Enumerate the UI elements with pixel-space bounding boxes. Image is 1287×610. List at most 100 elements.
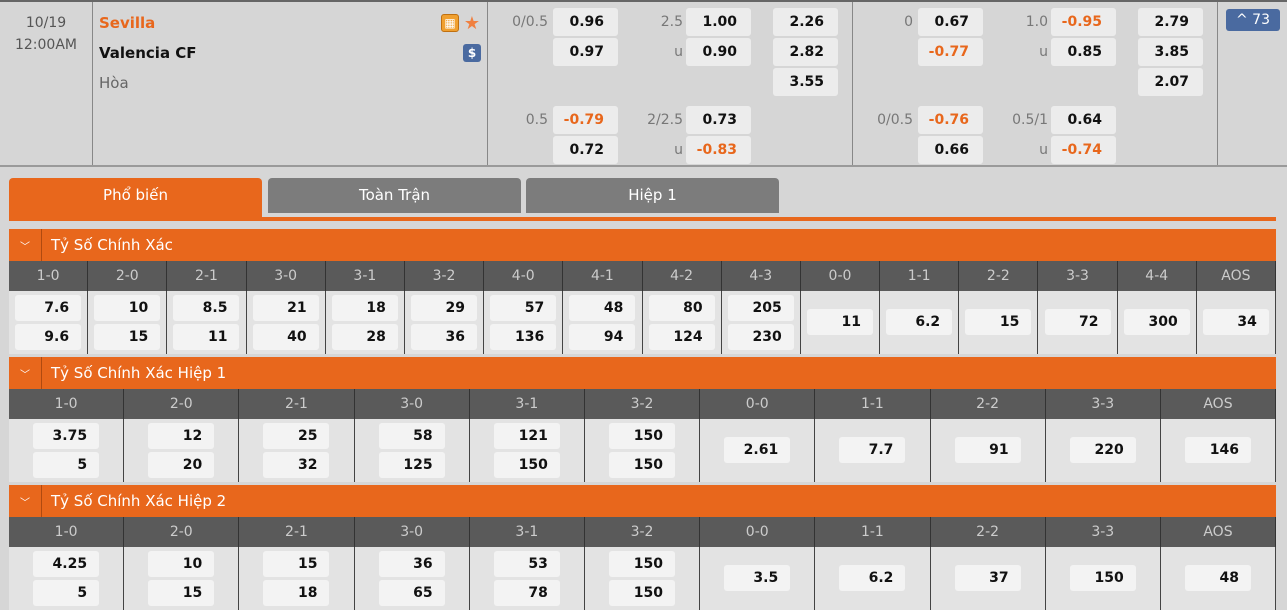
away-score-odds[interactable]: 40 — [252, 324, 319, 350]
away-score-odds[interactable]: 36 — [411, 324, 478, 350]
away-score-odds[interactable]: 124 — [648, 324, 715, 350]
handicap-away-odds[interactable]: 0.72 — [553, 136, 618, 164]
home-score-odds[interactable]: 150 — [609, 551, 676, 577]
home-score-odds[interactable]: 121 — [493, 423, 560, 449]
star-icon[interactable]: ★ — [463, 12, 481, 34]
1x2-odds[interactable]: 2.79 — [1138, 8, 1203, 36]
away-score-odds[interactable]: 15 — [94, 324, 161, 350]
away-score-odds[interactable]: 15 — [148, 580, 215, 606]
dollar-icon[interactable]: $ — [463, 44, 481, 62]
away-score-odds[interactable]: 136 — [490, 324, 557, 350]
home-score-odds[interactable]: 29 — [411, 295, 478, 321]
section-header[interactable]: ﹀ Tỷ Số Chính Xác Hiệp 1 — [9, 357, 1276, 389]
away-score-odds[interactable]: 65 — [378, 580, 445, 606]
1x2-odds[interactable]: 3.55 — [773, 68, 838, 96]
handicap-home-odds[interactable]: -0.76 — [918, 106, 983, 134]
home-score-odds[interactable]: 36 — [378, 551, 445, 577]
draw-score-odds[interactable]: 2.61 — [724, 437, 791, 463]
home-score-odds[interactable]: 15 — [263, 551, 330, 577]
away-score-odds[interactable]: 18 — [263, 580, 330, 606]
home-score-odds[interactable]: 4.25 — [33, 551, 100, 577]
draw-score-odds[interactable]: 11 — [806, 309, 873, 335]
draw-score-odds[interactable]: 37 — [954, 565, 1021, 591]
away-score-odds[interactable]: 230 — [727, 324, 794, 350]
away-score-odds[interactable]: 20 — [148, 452, 215, 478]
draw-score-odds[interactable]: 146 — [1184, 437, 1251, 463]
1x2-odds[interactable]: 3.85 — [1138, 38, 1203, 66]
under-odds[interactable]: -0.83 — [686, 136, 751, 164]
draw-score-odds[interactable]: 15 — [965, 309, 1032, 335]
away-score-odds[interactable]: 78 — [493, 580, 560, 606]
away-score-odds[interactable]: 150 — [609, 580, 676, 606]
field-icon[interactable]: ▦ — [441, 14, 459, 32]
away-score-odds[interactable]: 150 — [493, 452, 560, 478]
draw-score-odds[interactable]: 220 — [1069, 437, 1136, 463]
handicap-line: 0 — [904, 14, 913, 30]
draw-score-odds[interactable]: 6.2 — [839, 565, 906, 591]
over-odds[interactable]: 0.73 — [686, 106, 751, 134]
1x2-odds[interactable]: 2.07 — [1138, 68, 1203, 96]
home-score-odds[interactable]: 3.75 — [33, 423, 100, 449]
home-score-odds[interactable]: 205 — [727, 295, 794, 321]
home-score-odds[interactable]: 58 — [378, 423, 445, 449]
away-score-odds[interactable]: 5 — [33, 580, 100, 606]
handicap-away-odds[interactable]: 0.66 — [918, 136, 983, 164]
away-score-odds[interactable]: 28 — [331, 324, 398, 350]
home-score-odds[interactable]: 8.5 — [173, 295, 240, 321]
home-score-odds[interactable]: 48 — [569, 295, 636, 321]
away-score-odds[interactable]: 9.6 — [15, 324, 82, 350]
home-score-odds[interactable]: 80 — [648, 295, 715, 321]
under-odds[interactable]: -0.74 — [1051, 136, 1116, 164]
over-odds[interactable]: 0.64 — [1051, 106, 1116, 134]
handicap-away-odds[interactable]: 0.97 — [553, 38, 618, 66]
under-odds[interactable]: 0.90 — [686, 38, 751, 66]
draw-score-odds[interactable]: 91 — [954, 437, 1021, 463]
handicap-away-odds[interactable]: -0.77 — [918, 38, 983, 66]
away-score-odds[interactable]: 94 — [569, 324, 636, 350]
chevron-down-icon[interactable]: ﹀ — [9, 357, 42, 389]
away-score-odds[interactable]: 5 — [33, 452, 100, 478]
draw-score-odds[interactable]: 48 — [1184, 565, 1251, 591]
chevron-down-icon[interactable]: ﹀ — [9, 485, 42, 517]
draw-score-odds[interactable]: 72 — [1044, 309, 1111, 335]
section-header[interactable]: ﹀ Tỷ Số Chính Xác — [9, 229, 1276, 261]
tab-fulltime[interactable]: Toàn Trận — [268, 178, 521, 213]
handicap-home-odds[interactable]: 0.96 — [553, 8, 618, 36]
over-odds[interactable]: 1.00 — [686, 8, 751, 36]
home-score-odds[interactable]: 10 — [94, 295, 161, 321]
handicap-home-odds[interactable]: 0.67 — [918, 8, 983, 36]
home-score-odds[interactable]: 10 — [148, 551, 215, 577]
draw-score-odds[interactable]: 34 — [1202, 309, 1269, 335]
score-label: AOS — [1161, 517, 1277, 547]
score-cell: 205 230 — [722, 291, 801, 354]
away-team[interactable]: Valencia CF — [99, 44, 197, 62]
chevron-down-icon[interactable]: ﹀ — [9, 229, 42, 261]
section-header[interactable]: ﹀ Tỷ Số Chính Xác Hiệp 2 — [9, 485, 1276, 517]
home-team[interactable]: Sevilla — [99, 14, 156, 32]
tab-firsthalf[interactable]: Hiệp 1 — [526, 178, 779, 213]
draw-score-odds[interactable]: 300 — [1123, 309, 1190, 335]
home-score-odds[interactable]: 18 — [331, 295, 398, 321]
over-odds[interactable]: -0.95 — [1051, 8, 1116, 36]
tab-popular[interactable]: Phổ biến — [9, 178, 262, 218]
1x2-odds[interactable]: 2.82 — [773, 38, 838, 66]
draw-score-odds[interactable]: 150 — [1069, 565, 1136, 591]
home-score-odds[interactable]: 53 — [493, 551, 560, 577]
1x2-odds[interactable]: 2.26 — [773, 8, 838, 36]
draw-score-odds[interactable]: 3.5 — [724, 565, 791, 591]
draw-score-odds[interactable]: 6.2 — [886, 309, 953, 335]
away-score-odds[interactable]: 150 — [609, 452, 676, 478]
away-score-odds[interactable]: 125 — [378, 452, 445, 478]
home-score-odds[interactable]: 12 — [148, 423, 215, 449]
away-score-odds[interactable]: 32 — [263, 452, 330, 478]
under-odds[interactable]: 0.85 — [1051, 38, 1116, 66]
handicap-home-odds[interactable]: -0.79 — [553, 106, 618, 134]
home-score-odds[interactable]: 57 — [490, 295, 557, 321]
draw-score-odds[interactable]: 7.7 — [839, 437, 906, 463]
away-score-odds[interactable]: 11 — [173, 324, 240, 350]
more-markets-button[interactable]: ^ 73 — [1226, 9, 1280, 31]
home-score-odds[interactable]: 150 — [609, 423, 676, 449]
home-score-odds[interactable]: 7.6 — [15, 295, 82, 321]
home-score-odds[interactable]: 21 — [252, 295, 319, 321]
home-score-odds[interactable]: 25 — [263, 423, 330, 449]
